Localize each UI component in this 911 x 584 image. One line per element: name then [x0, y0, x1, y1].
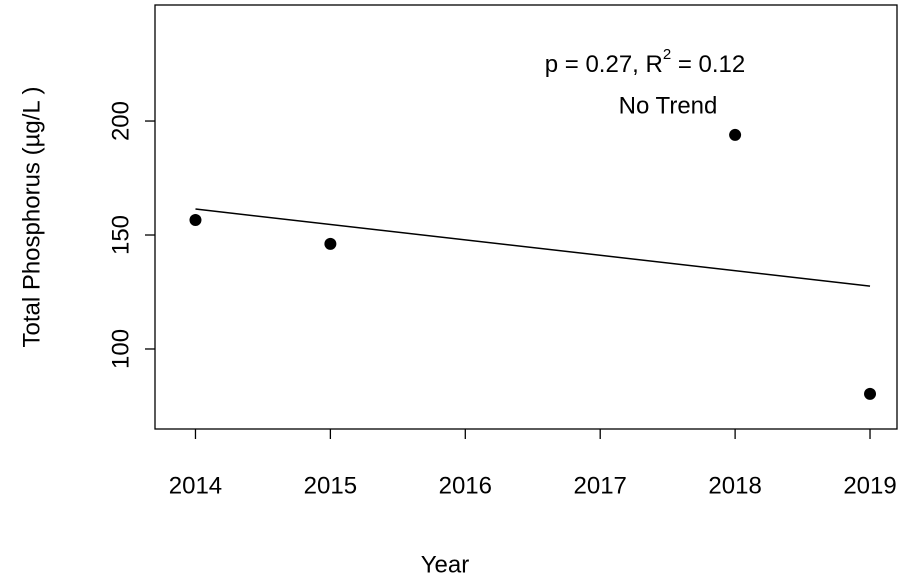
- y-axis-label: Total Phosphorus (µg/L ): [18, 86, 45, 347]
- y-tick-label: 200: [107, 101, 134, 141]
- x-tick-label: 2019: [843, 472, 896, 499]
- point: [864, 387, 877, 400]
- x-tick-label: 2015: [304, 472, 357, 499]
- x-tick-label: 2014: [169, 472, 222, 499]
- point: [729, 128, 742, 141]
- annotation-sup: 2: [663, 46, 671, 63]
- note: No Trend: [619, 92, 718, 119]
- annotation: p = 0.27, R2 = 0.12: [545, 46, 745, 78]
- plot-frame: [154, 4, 898, 430]
- x-tick-label: 2017: [574, 472, 627, 499]
- annotation-tail: = 0.12: [671, 51, 745, 78]
- point: [324, 237, 337, 250]
- y-tick-label: 150: [107, 215, 134, 255]
- annotation-text: p = 0.27, R: [545, 51, 663, 78]
- point: [189, 213, 202, 226]
- x-tick-label: 2016: [439, 472, 492, 499]
- x-tick-label: 2018: [708, 472, 761, 499]
- x-axis-label: Year: [421, 551, 470, 578]
- y-tick-label: 100: [107, 329, 134, 369]
- trend-line: [195, 208, 871, 287]
